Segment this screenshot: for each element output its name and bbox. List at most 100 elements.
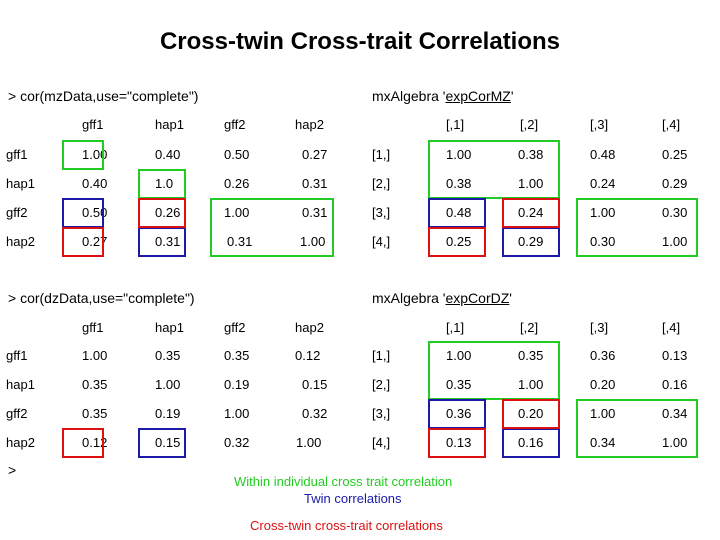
table-cell: 1.00 (662, 234, 688, 249)
mz-right-col-header: [,4] (662, 117, 681, 132)
dz-left-col-header: hap2 (295, 320, 324, 335)
table-cell: 1.00 (662, 435, 688, 450)
dz-left-col-header: hap1 (155, 320, 184, 335)
table-cell: 0.35 (82, 406, 108, 421)
dz-cor-command: > cor(dzData,use="complete") (8, 290, 195, 306)
dz-twin-correlation-box (138, 428, 186, 458)
dz-right-row-label: [2,] (372, 377, 391, 392)
table-cell: 1.00 (224, 205, 250, 220)
console-prompt: > (8, 462, 17, 478)
dz-cross-twin-box (62, 428, 104, 458)
dz-within-individual-box (428, 341, 560, 400)
mz-twin-correlation-box (138, 227, 186, 257)
table-cell: 0.38 (446, 176, 472, 191)
dz-within-individual-box (576, 399, 698, 458)
table-cell: 1.00 (155, 377, 181, 392)
mz-left-col-header: hap2 (295, 117, 324, 132)
table-cell: 0.13 (446, 435, 472, 450)
table-cell: 0.31 (302, 176, 328, 191)
mz-cross-twin-box (428, 227, 486, 257)
mz-left-row-label: hap2 (6, 234, 35, 249)
mz-right-col-header: [,2] (520, 117, 539, 132)
table-cell: 1.00 (446, 348, 472, 363)
table-cell: 0.50 (224, 147, 250, 162)
table-cell: 0.35 (446, 377, 472, 392)
table-cell: 1.00 (518, 377, 544, 392)
dz-right-row-label: [1,] (372, 348, 391, 363)
table-cell: 1.00 (296, 435, 322, 450)
table-cell: 0.27 (82, 234, 108, 249)
table-cell: 0.31 (227, 234, 253, 249)
mz-within-individual-box (576, 198, 698, 257)
table-cell: 0.19 (155, 406, 181, 421)
table-cell: 0.31 (302, 205, 328, 220)
table-cell: 0.36 (446, 406, 472, 421)
mz-cross-twin-box (62, 227, 104, 257)
table-cell: 0.15 (155, 435, 181, 450)
dz-right-row-label: [4,] (372, 435, 391, 450)
dz-left-row-label: hap1 (6, 377, 35, 392)
legend-twin-correlations: Twin correlations (304, 491, 402, 506)
mz-cross-twin-box (502, 198, 560, 228)
table-cell: 0.40 (155, 147, 181, 162)
dz-algebra-label: mxAlgebra 'expCorDZ' (372, 290, 512, 306)
table-cell: 1.00 (224, 406, 250, 421)
table-cell: 1.00 (590, 406, 616, 421)
table-cell: 0.12 (295, 348, 321, 363)
mz-algebra-name: expCorMZ (445, 88, 511, 104)
mz-right-row-label: [3,] (372, 205, 391, 220)
mz-left-col-header: gff1 (82, 117, 104, 132)
mz-within-individual-box (428, 140, 560, 199)
mz-cor-command: > cor(mzData,use="complete") (8, 88, 199, 104)
mz-left-col-header: gff2 (224, 117, 246, 132)
table-cell: 1.00 (82, 147, 108, 162)
table-cell: 1.0 (155, 176, 174, 191)
table-cell: 0.32 (224, 435, 250, 450)
table-cell: 0.16 (518, 435, 544, 450)
legend-within-individual: Within individual cross trait correlatio… (234, 474, 453, 489)
table-cell: 0.34 (662, 406, 688, 421)
table-cell: 0.29 (518, 234, 544, 249)
table-cell: 0.38 (518, 147, 544, 162)
dz-right-col-header: [,1] (446, 320, 465, 335)
table-cell: 0.26 (155, 205, 181, 220)
table-cell: 0.13 (662, 348, 688, 363)
table-cell: 0.35 (518, 348, 544, 363)
dz-cross-twin-box (502, 399, 560, 429)
dz-left-col-header: gff2 (224, 320, 246, 335)
table-cell: 0.50 (82, 205, 108, 220)
mz-within-individual-box (138, 169, 186, 199)
table-cell: 0.48 (590, 147, 616, 162)
mz-left-row-label: gff1 (6, 147, 28, 162)
mz-twin-correlation-box (428, 198, 486, 228)
page-title: Cross-twin Cross-trait Correlations (159, 28, 561, 55)
mz-within-individual-box (210, 198, 334, 257)
mz-left-row-label: gff2 (6, 205, 28, 220)
table-cell: 0.24 (590, 176, 616, 191)
table-cell: 1.00 (82, 348, 108, 363)
table-cell: 0.19 (224, 377, 250, 392)
mz-twin-correlation-box (502, 227, 560, 257)
table-cell: 0.36 (590, 348, 616, 363)
table-cell: 0.35 (155, 348, 181, 363)
table-cell: 0.31 (155, 234, 181, 249)
dz-right-col-header: [,3] (590, 320, 609, 335)
table-cell: 0.20 (518, 406, 544, 421)
dz-right-col-header: [,4] (662, 320, 681, 335)
mz-right-row-label: [2,] (372, 176, 391, 191)
dz-right-row-label: [3,] (372, 406, 391, 421)
dz-left-row-label: gff2 (6, 406, 28, 421)
table-cell: 0.25 (662, 147, 688, 162)
mz-right-row-label: [1,] (372, 147, 391, 162)
table-cell: 1.00 (590, 205, 616, 220)
dz-twin-correlation-box (428, 399, 486, 429)
mz-within-individual-box (62, 140, 104, 170)
table-cell: 1.00 (518, 176, 544, 191)
mz-left-row-label: hap1 (6, 176, 35, 191)
table-cell: 0.29 (662, 176, 688, 191)
mz-right-col-header: [,1] (446, 117, 465, 132)
table-cell: 0.16 (662, 377, 688, 392)
table-cell: 0.20 (590, 377, 616, 392)
table-cell: 0.12 (82, 435, 108, 450)
table-cell: 0.26 (224, 176, 250, 191)
